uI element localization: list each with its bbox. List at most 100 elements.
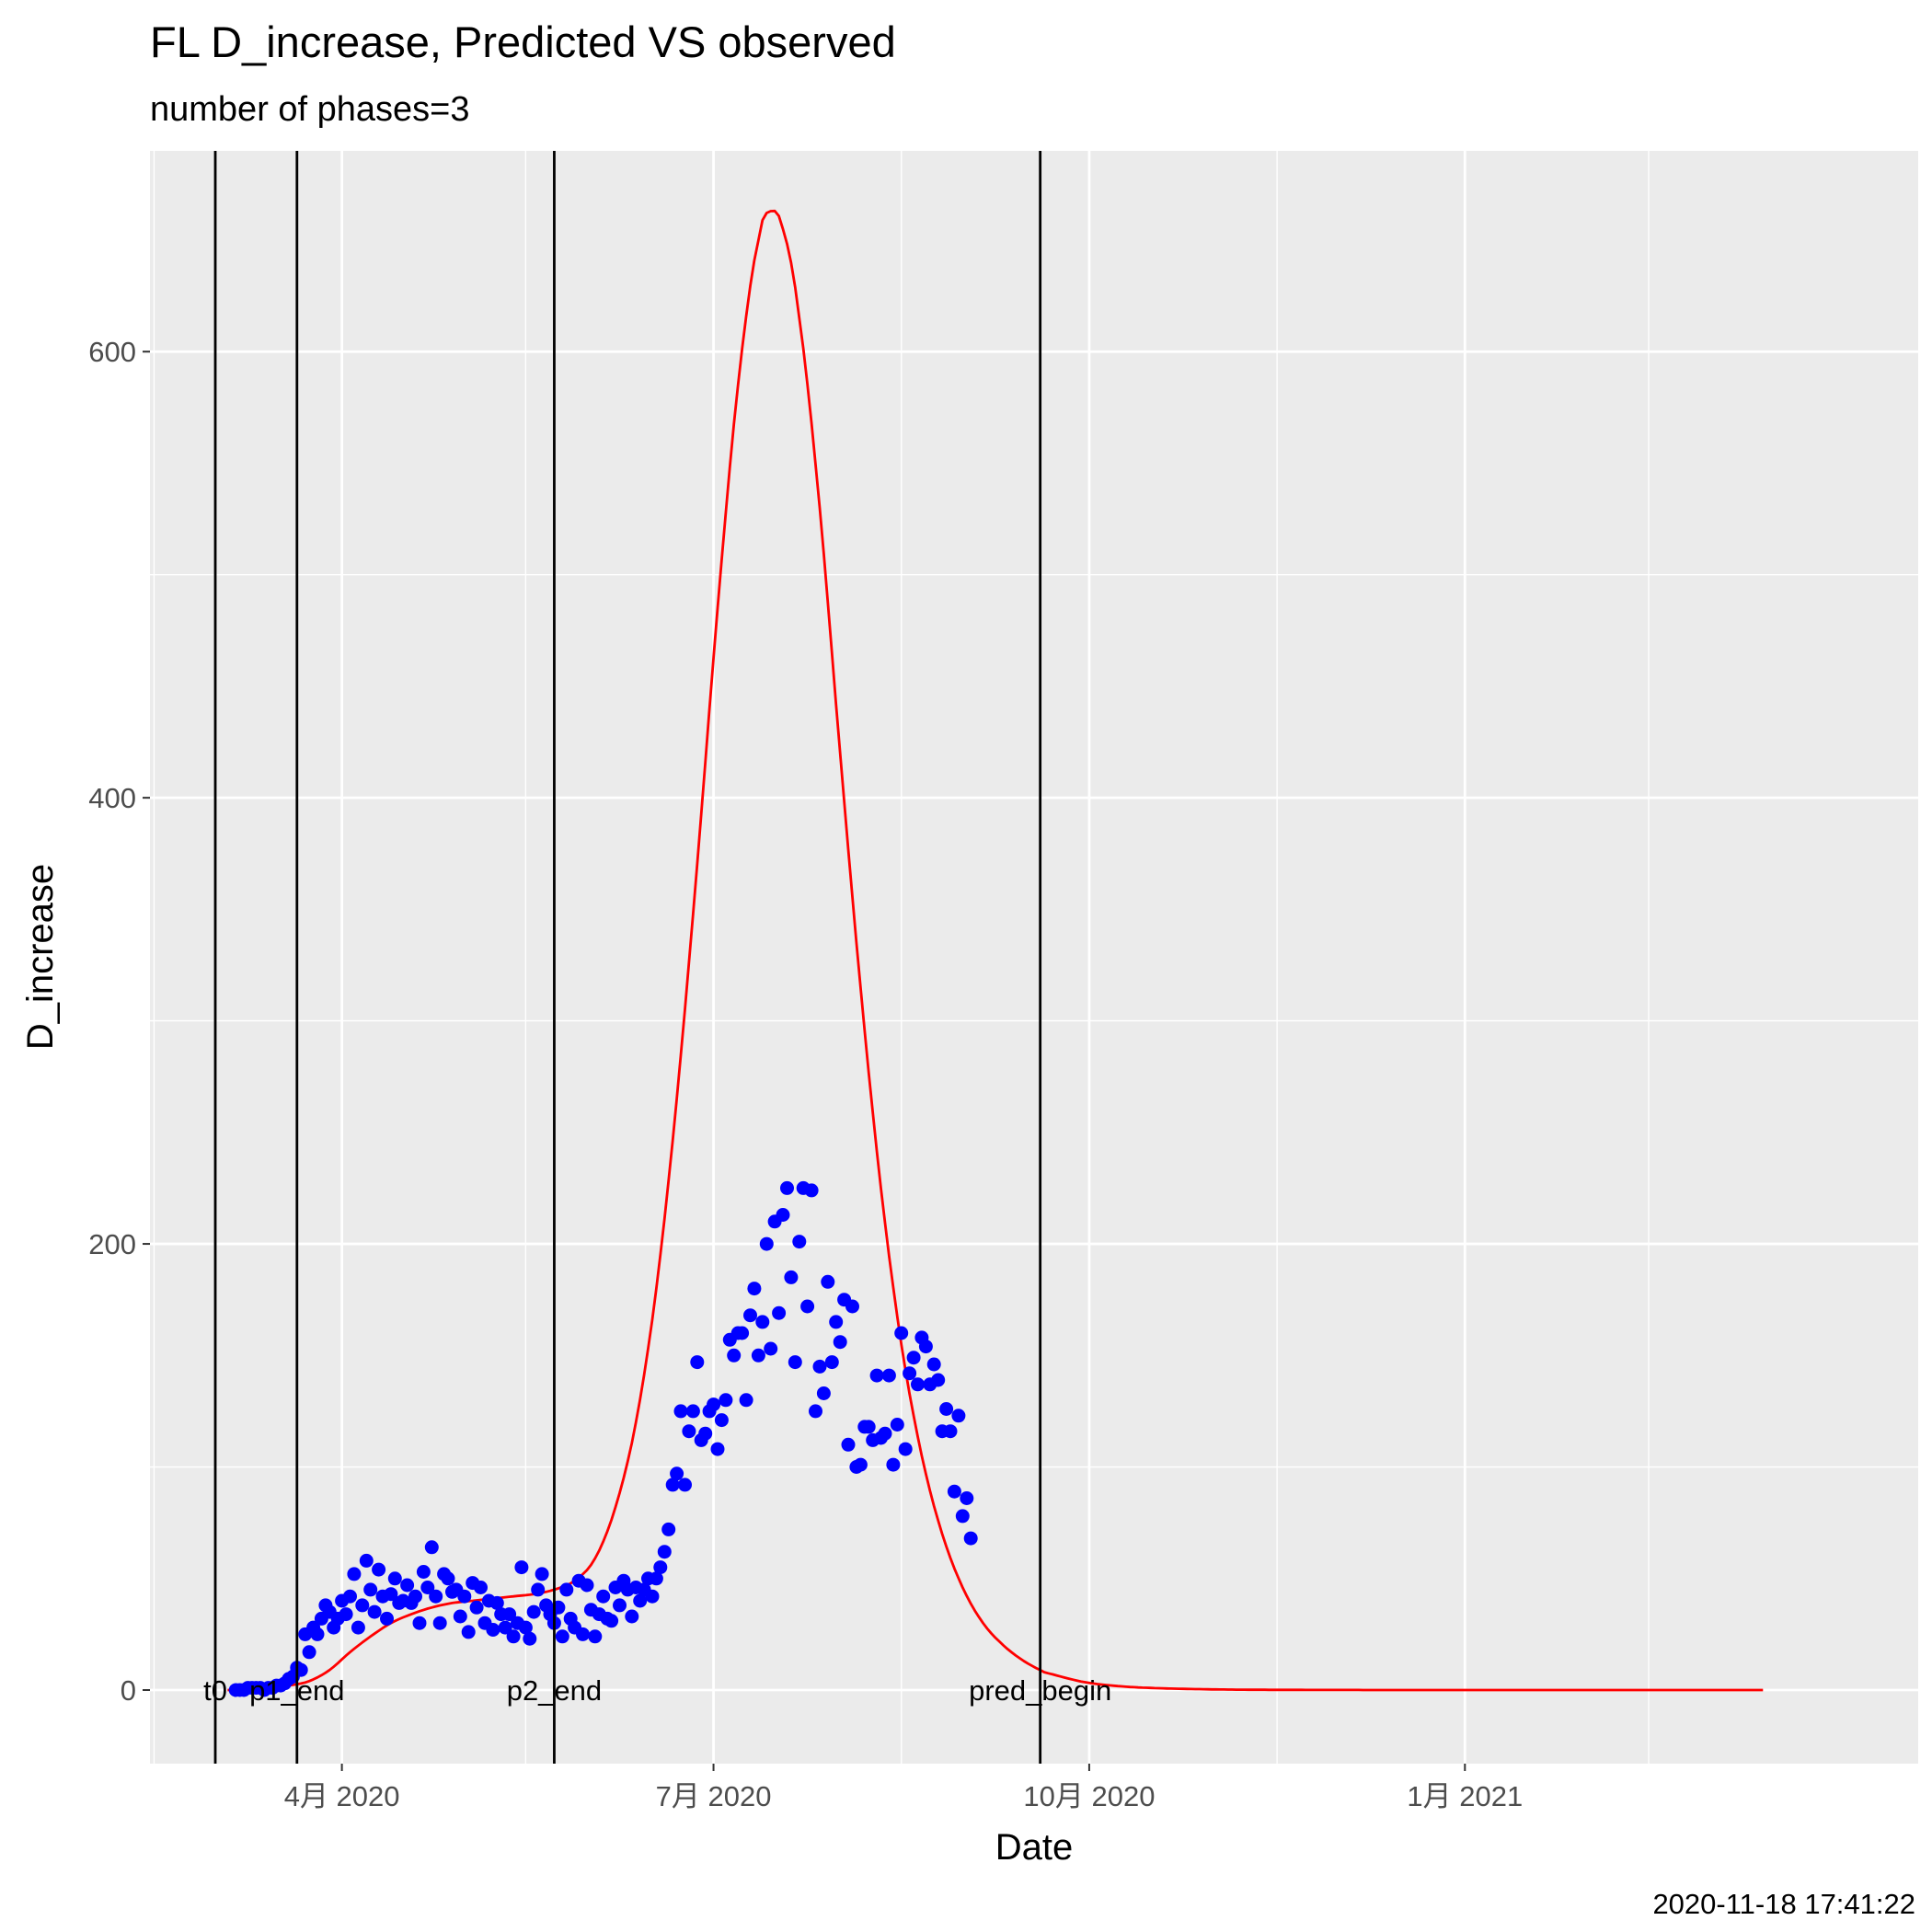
observed-point	[784, 1270, 799, 1284]
observed-point	[755, 1315, 770, 1329]
vertical-marker-label: p2_end	[507, 1674, 602, 1707]
observed-point	[367, 1604, 382, 1619]
y-tick-label: 200	[88, 1228, 136, 1260]
observed-point	[869, 1368, 884, 1383]
y-tick-label: 600	[88, 336, 136, 368]
observed-point	[698, 1426, 713, 1441]
observed-point	[486, 1623, 500, 1637]
observed-point	[804, 1183, 819, 1198]
observed-point	[633, 1593, 648, 1608]
x-tick-label: 4月 2020	[284, 1780, 400, 1812]
observed-point	[526, 1604, 541, 1619]
observed-point	[347, 1567, 362, 1581]
observed-point	[739, 1393, 753, 1408]
observed-point	[387, 1571, 402, 1586]
observed-point	[809, 1404, 822, 1419]
observed-point	[816, 1386, 831, 1400]
observed-point	[926, 1357, 941, 1372]
timestamp-caption: 2020-11-18 17:41:22	[1652, 1888, 1915, 1920]
y-tick-label: 400	[88, 782, 136, 814]
observed-point	[881, 1368, 896, 1383]
observed-point	[432, 1616, 447, 1630]
observed-point	[735, 1326, 750, 1340]
observed-point	[343, 1589, 357, 1604]
observed-point	[714, 1413, 729, 1428]
observed-point	[576, 1627, 590, 1641]
minor-gridlines	[150, 151, 1918, 1764]
observed-point	[780, 1180, 794, 1195]
observed-point	[898, 1442, 913, 1456]
observed-point	[453, 1609, 467, 1624]
observed-point	[955, 1509, 970, 1524]
observed-point	[890, 1418, 904, 1432]
observed-point	[588, 1629, 603, 1644]
x-axis-title: Date	[995, 1827, 1074, 1868]
observed-point	[310, 1627, 325, 1641]
observed-point	[653, 1560, 668, 1575]
vertical-marker-label: pred_begin	[969, 1674, 1111, 1707]
x-tick-label: 1月 2021	[1407, 1780, 1523, 1812]
observed-point	[474, 1581, 488, 1594]
observed-point	[878, 1426, 892, 1441]
observed-point	[535, 1567, 549, 1581]
vertical-marker-label: p1_end	[249, 1674, 344, 1707]
plot-panel	[150, 151, 1918, 1764]
observed-point	[355, 1598, 370, 1613]
observed-point	[604, 1614, 619, 1628]
observed-point	[727, 1348, 742, 1363]
observed-point	[821, 1274, 835, 1289]
observed-point	[380, 1611, 394, 1626]
observed-point	[412, 1616, 427, 1630]
observed-point	[824, 1355, 839, 1370]
observed-point	[833, 1335, 847, 1350]
observed-point	[812, 1359, 827, 1374]
observed-point	[580, 1578, 594, 1593]
observed-point	[372, 1562, 386, 1577]
observed-point	[743, 1308, 757, 1323]
observed-point	[759, 1236, 774, 1251]
observed-point	[498, 1620, 512, 1635]
observed-point	[649, 1571, 663, 1586]
observed-point	[339, 1607, 353, 1622]
observed-point	[420, 1581, 435, 1594]
observed-point	[613, 1598, 627, 1613]
observed-point	[931, 1373, 946, 1387]
observed-point	[502, 1607, 517, 1622]
observed-point	[861, 1420, 876, 1434]
x-axis: 4月 2020 7月 2020 10月 2020 1月 2021	[284, 1764, 1523, 1812]
observed-point	[707, 1397, 721, 1412]
observed-point	[531, 1582, 546, 1597]
observed-point	[673, 1404, 688, 1419]
observed-point	[302, 1645, 316, 1660]
observed-point	[690, 1355, 705, 1370]
observed-point	[351, 1620, 365, 1635]
observed-point	[596, 1589, 611, 1604]
observed-point	[960, 1491, 974, 1505]
chart-title: FL D_increase, Predicted VS observed	[150, 17, 896, 66]
observed-point	[523, 1631, 537, 1646]
observed-point	[555, 1629, 569, 1644]
observed-point	[645, 1589, 660, 1604]
observed-point	[943, 1424, 958, 1439]
observed-point	[776, 1208, 790, 1222]
observed-point	[514, 1560, 529, 1575]
observed-point	[441, 1571, 455, 1586]
observed-point	[829, 1315, 844, 1329]
observed-point	[772, 1305, 787, 1320]
observed-point	[678, 1478, 692, 1492]
observed-point	[457, 1589, 472, 1604]
observed-point	[416, 1565, 431, 1579]
observed-point	[719, 1393, 733, 1408]
observed-point	[424, 1540, 439, 1555]
observed-point	[792, 1235, 807, 1249]
observed-point	[625, 1609, 639, 1624]
observed-point	[670, 1466, 684, 1481]
observed-point	[853, 1457, 868, 1472]
observed-point	[747, 1282, 762, 1296]
observed-point	[751, 1348, 765, 1363]
observed-point	[384, 1587, 398, 1602]
y-axis-title: D_increase	[20, 864, 61, 1050]
x-tick-label: 7月 2020	[656, 1780, 772, 1812]
